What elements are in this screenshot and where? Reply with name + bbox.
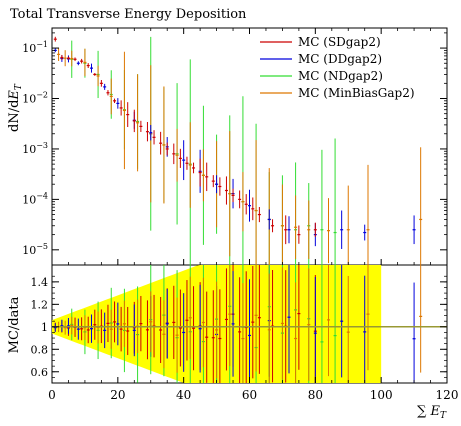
ratio-y-tick-label: 1: [41, 321, 48, 334]
chart-title: Total Transverse Energy Deposition: [10, 7, 247, 22]
x-tick-label: 100: [370, 388, 393, 402]
svg-text:MC (MinBiasGap2): MC (MinBiasGap2): [298, 86, 415, 100]
x-tick-label: 0: [48, 388, 56, 402]
legend-item-minbiasgap2: MC (MinBiasGap2): [260, 86, 415, 100]
y-tick-label: 10−5: [22, 242, 48, 257]
x-tick-label: 60: [242, 388, 257, 402]
axes-layer: 0 20 40 60 80 100 120 10−5 10−4 10−3 10−2 10−1 0.6 0.…: [22, 28, 458, 402]
svg-text:MC (NDgap2): MC (NDgap2): [298, 69, 383, 83]
ratio-y-tick-label: 1.2: [31, 298, 49, 311]
ratio-y-axis-label: MC/data: [7, 296, 22, 353]
y-tick-label: 10−4: [22, 191, 48, 206]
ratio-y-tick-label: 1.4: [31, 276, 49, 289]
x-tick-label: 40: [176, 388, 191, 402]
ratio-y-tick-label: 0.8: [31, 343, 49, 356]
ratio-band-bar: [374, 265, 381, 383]
y-tick-label: 10−1: [22, 40, 48, 55]
x-axis-label: ∑ ET: [417, 404, 447, 421]
x-tick-label: 20: [110, 388, 125, 402]
x-tick-label: 120: [436, 388, 459, 402]
svg-text:MC (SDgap2): MC (SDgap2): [298, 35, 381, 49]
legend-item-sdgap2: MC (SDgap2): [260, 35, 381, 49]
legend-item-ndgap2: MC (NDgap2): [260, 69, 383, 83]
main-y-axis-label: dN/dET: [7, 83, 24, 132]
y-tick-label: 10−3: [22, 141, 48, 156]
legend: MC (SDgap2) MC (DDgap2) MC (NDgap2) MC (…: [260, 35, 415, 100]
legend-item-ddgap2: MC (DDgap2): [260, 52, 382, 66]
main-plot-frame: [51, 27, 448, 266]
ratio-y-tick-label: 0.6: [31, 366, 49, 379]
y-tick-label: 10−2: [22, 91, 48, 106]
ratio-layer: [52, 265, 447, 383]
x-tick-label: 80: [308, 388, 323, 402]
svg-text:MC (DDgap2): MC (DDgap2): [298, 52, 382, 66]
main-layer: [53, 36, 423, 265]
